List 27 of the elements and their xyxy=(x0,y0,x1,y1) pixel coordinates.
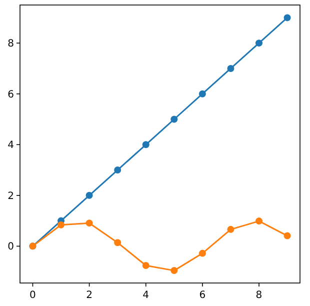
y-tick-label: 8 xyxy=(8,38,14,50)
point xyxy=(255,218,262,225)
x-tick-label: 0 xyxy=(30,290,36,301)
x-tick-label: 2 xyxy=(86,290,92,301)
y-tick-label: 2 xyxy=(8,190,14,202)
point xyxy=(227,64,234,72)
point xyxy=(170,116,178,123)
point xyxy=(86,220,93,227)
point xyxy=(170,267,178,274)
point xyxy=(114,166,122,174)
x-tick-label: 8 xyxy=(256,290,262,301)
point xyxy=(284,14,291,22)
y-tick-label: 4 xyxy=(8,140,14,152)
point xyxy=(86,192,93,199)
point xyxy=(142,141,150,148)
x-tick-label: 4 xyxy=(142,290,150,301)
x-tick-label: 6 xyxy=(199,290,206,301)
point xyxy=(227,226,234,233)
point xyxy=(114,239,122,246)
point xyxy=(142,262,150,269)
point xyxy=(284,232,291,240)
point xyxy=(58,221,65,228)
point xyxy=(255,40,262,47)
point xyxy=(198,250,206,257)
y-tick-label: 0 xyxy=(8,242,14,253)
point xyxy=(198,90,206,98)
y-tick-label: 6 xyxy=(8,89,14,100)
